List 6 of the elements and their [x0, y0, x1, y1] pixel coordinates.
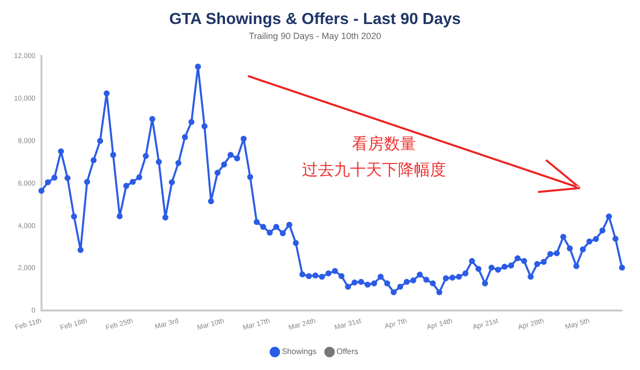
- legend-label: Offers: [336, 347, 358, 356]
- annotation: 过去九十天下降幅度: [302, 160, 446, 180]
- legend-label: Showings: [282, 347, 317, 356]
- chart-subtitle: Trailing 90 Days - May 10th 2020: [248, 31, 382, 42]
- chart-title: GTA Showings & Offers - Last 90 Days: [169, 11, 461, 28]
- annotation: 看房数量: [352, 134, 416, 154]
